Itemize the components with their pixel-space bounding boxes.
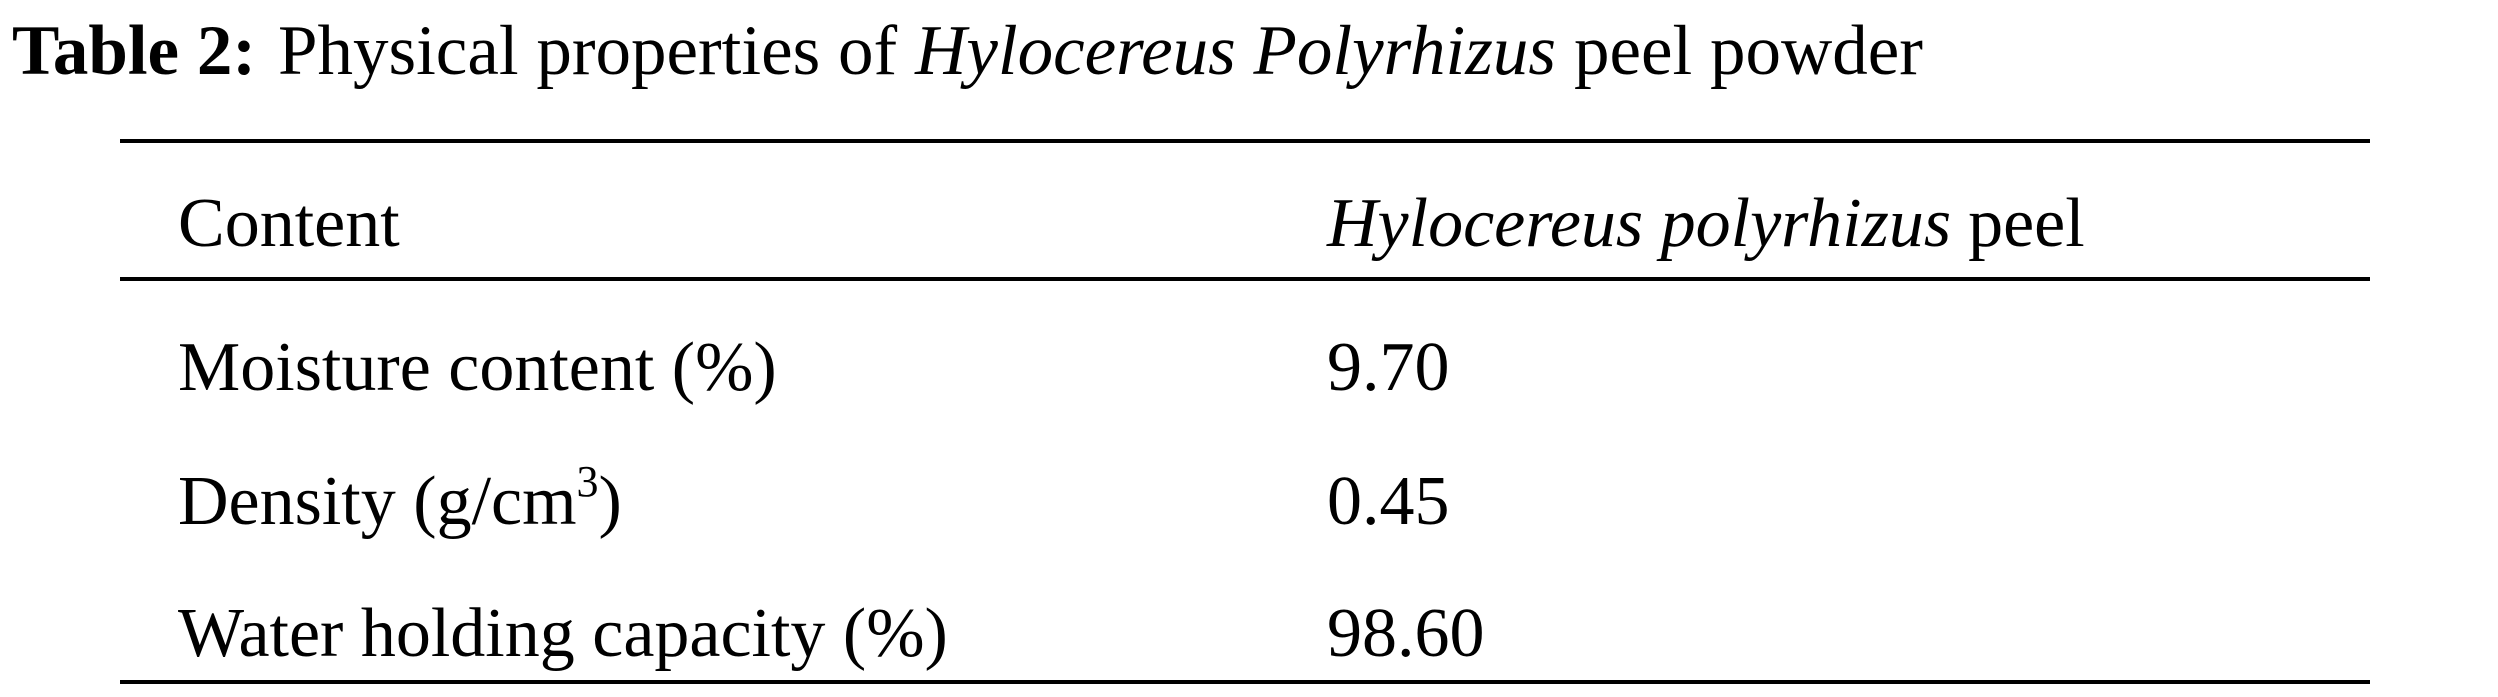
caption-text: Physical properties of	[278, 12, 897, 90]
superscript: 3	[577, 457, 599, 506]
header-cell: Content	[178, 185, 400, 262]
row-label: Density (g/cm3)	[178, 457, 622, 540]
caption-species: Hylocereus Polyrhizus	[914, 12, 1556, 90]
header-cell: Hylocereus polyrhizus peel	[1326, 185, 2085, 262]
caption-label: Table 2:	[12, 12, 256, 90]
row-value: 9.70	[1327, 329, 1450, 406]
row-label: Moisture content (%)	[178, 329, 777, 406]
caption-suffix: peel powder	[1574, 12, 1923, 90]
table-body: Moisture content (%) 9.70 Density (g/cm3) 0…	[178, 329, 1485, 672]
row-value: 98.60	[1327, 595, 1485, 672]
table-caption: Table 2: Physical properties of Hylocereus…	[12, 12, 1923, 90]
header-suffix: peel	[1968, 185, 2085, 262]
row-label: Water holding capacity (%)	[178, 595, 948, 672]
row-value: 0.45	[1327, 463, 1450, 540]
label-part: Water holding capacity (%)	[178, 595, 948, 672]
header-species: Hylocereus polyrhizus	[1326, 185, 1951, 262]
label-part: Density (g/cm	[178, 463, 577, 540]
label-part: )	[599, 463, 622, 540]
label-part: Moisture content (%)	[178, 329, 777, 406]
